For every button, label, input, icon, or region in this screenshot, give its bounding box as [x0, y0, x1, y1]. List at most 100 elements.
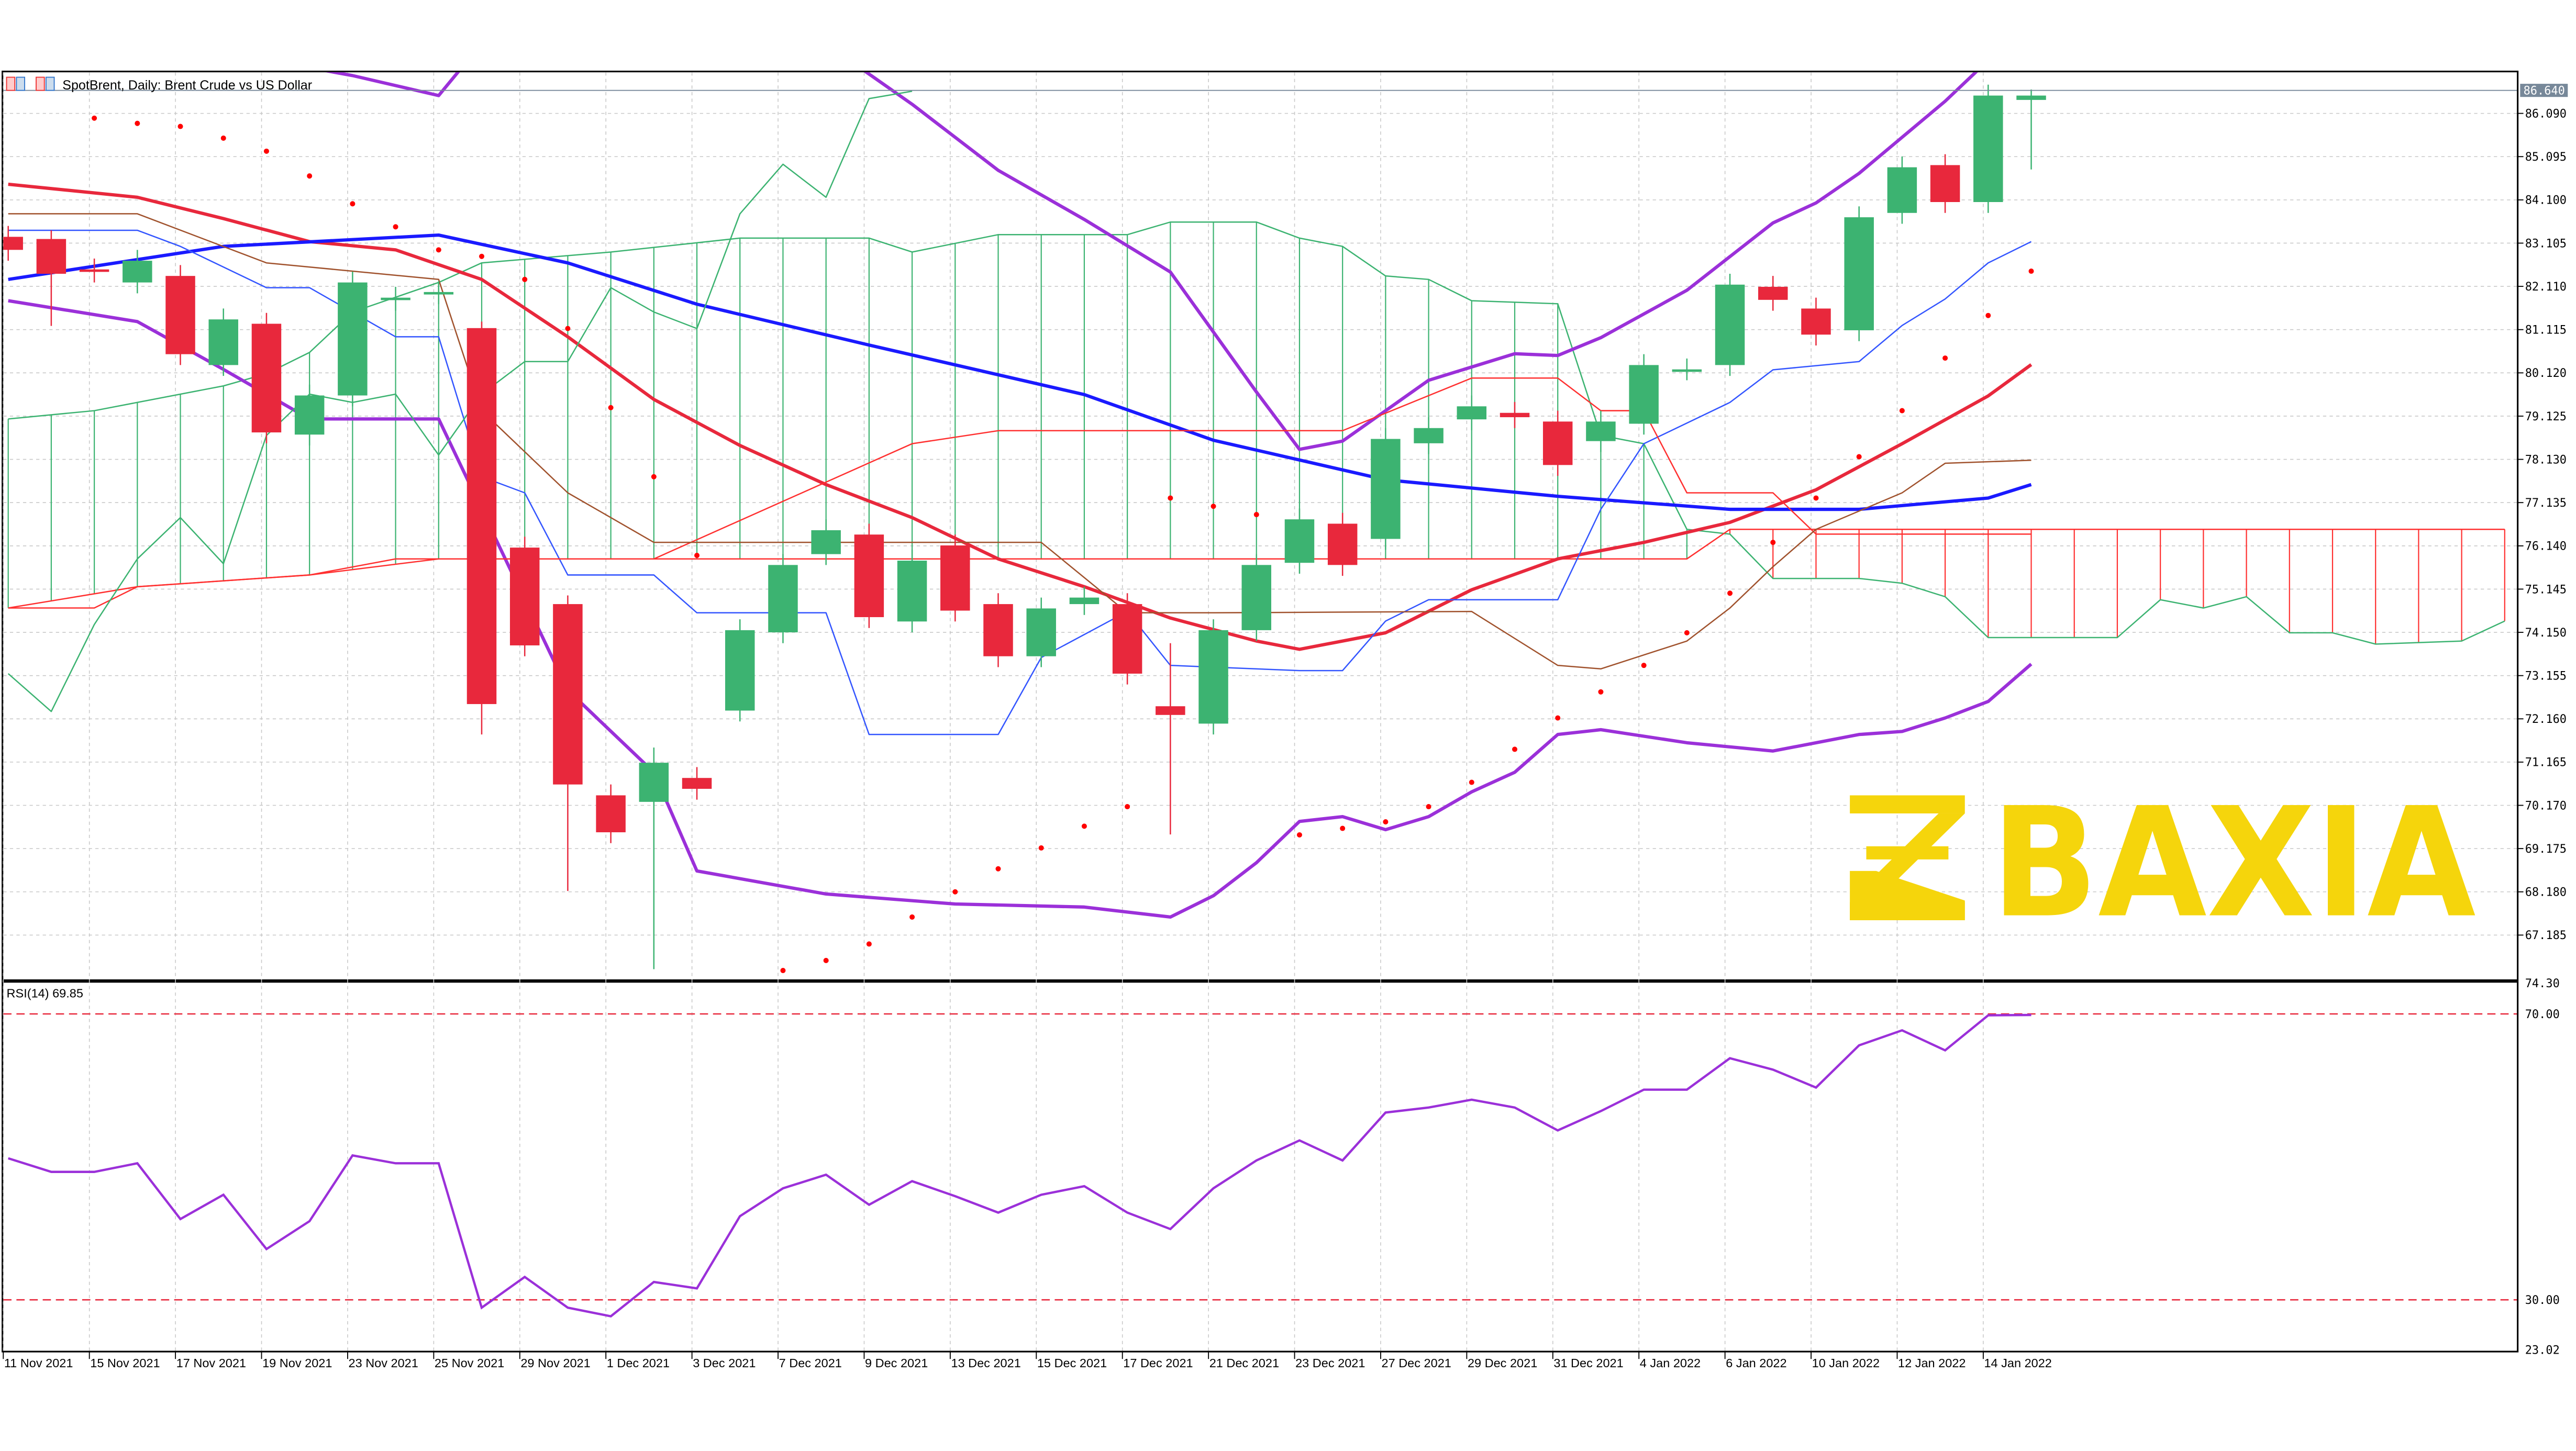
rsi-panel[interactable] — [2, 981, 2519, 1353]
bullish-candle — [1284, 519, 1315, 563]
date-label: 4 Jan 2022 — [1640, 1356, 1701, 1370]
date-label: 1 Dec 2021 — [607, 1356, 670, 1370]
date-label: 14 Jan 2022 — [1984, 1356, 2051, 1370]
senkou-span-a — [8, 221, 2505, 645]
sar-dot — [1856, 454, 1862, 460]
bullish-candle — [1414, 428, 1444, 443]
sar-dot — [1555, 715, 1561, 721]
bullish-candle — [639, 763, 669, 802]
bearish-candle — [1758, 286, 1788, 300]
parabolic-sar — [92, 115, 2034, 974]
price-tick-label: 70.170 — [2525, 799, 2567, 812]
date-label: 19 Nov 2021 — [262, 1356, 332, 1370]
bearish-candle — [682, 778, 712, 789]
rsi-label: RSI(14) 69.85 — [7, 987, 83, 1000]
sar-dot — [823, 957, 829, 963]
watermark-text: BAXIA — [1991, 776, 2477, 952]
date-label: 15 Nov 2021 — [90, 1356, 160, 1370]
sar-dot — [1253, 511, 1259, 518]
sar-dot — [393, 224, 398, 230]
date-label: 17 Nov 2021 — [176, 1356, 246, 1370]
bullish-candle — [1586, 421, 1616, 441]
sar-dot — [694, 553, 700, 559]
tenkan-line — [8, 229, 2032, 735]
price-tick-label: 77.135 — [2525, 497, 2567, 510]
bullish-candle — [897, 561, 927, 622]
sar-dot — [995, 866, 1001, 872]
current-price-badge — [2520, 84, 2568, 97]
kijun-line — [8, 377, 2031, 609]
sar-dot — [1469, 779, 1474, 785]
date-label: 27 Dec 2021 — [1382, 1356, 1451, 1370]
bullish-candle — [1672, 369, 1702, 372]
band-upper-line — [325, 72, 1978, 451]
bullish-candle — [1973, 95, 2003, 203]
sar-dot — [952, 889, 958, 895]
bullish-candle — [1629, 365, 1659, 424]
sar-dot — [92, 115, 97, 121]
sar-dot — [1296, 832, 1302, 838]
date-label: 23 Nov 2021 — [349, 1356, 418, 1370]
bullish-candle — [294, 395, 325, 435]
bullish-candle — [811, 530, 841, 554]
bullish-candle — [424, 292, 454, 295]
bearish-candle — [165, 276, 195, 354]
sar-dot — [1899, 408, 1905, 414]
sar-dot — [608, 405, 614, 410]
price-tick-label: 80.120 — [2525, 367, 2567, 380]
bearish-candle — [36, 239, 66, 274]
price-tick-label: 85.095 — [2525, 151, 2567, 164]
sar-dot — [522, 276, 528, 282]
bearish-candle — [553, 604, 583, 785]
bearish-candle — [251, 323, 282, 433]
sar-dot — [1512, 746, 1518, 752]
bullish-candle — [381, 297, 410, 300]
sar-dot — [1641, 663, 1647, 668]
price-tick-label: 68.180 — [2525, 886, 2567, 899]
sar-dot — [263, 148, 269, 154]
price-tick-label: 86.090 — [2525, 107, 2567, 120]
bearish-candle — [854, 534, 884, 617]
date-label: 31 Dec 2021 — [1553, 1356, 1623, 1370]
price-tick-label: 78.130 — [2525, 453, 2567, 466]
price-tick-label: 82.110 — [2525, 281, 2567, 294]
sar-dot — [1211, 504, 1216, 509]
date-label: 13 Dec 2021 — [951, 1356, 1020, 1370]
sar-dot — [1340, 825, 1346, 831]
sar-dot — [1942, 355, 1948, 361]
sar-dot — [1081, 823, 1087, 829]
sar-dot — [436, 247, 441, 253]
bearish-candle — [1801, 308, 1831, 335]
bullish-candle — [725, 630, 755, 711]
sar-dot — [135, 120, 140, 126]
bearish-candle — [983, 604, 1013, 656]
bearish-candle — [596, 795, 626, 833]
sar-dot — [1684, 630, 1690, 635]
price-tick-label: 74.150 — [2525, 627, 2567, 640]
price-tick-label: 81.115 — [2525, 324, 2567, 337]
date-label: 21 Dec 2021 — [1209, 1356, 1279, 1370]
price-tick-label: 73.155 — [2525, 670, 2567, 683]
sar-dot — [2028, 269, 2034, 274]
sar-dot — [1813, 495, 1819, 501]
date-label: 10 Jan 2022 — [1812, 1356, 1880, 1370]
date-label: 17 Dec 2021 — [1123, 1356, 1193, 1370]
chart-title-text: SpotBrent, Daily: Brent Crude vs US Doll… — [62, 78, 312, 93]
price-tick-label: 67.185 — [2525, 929, 2567, 942]
date-label: 6 Jan 2022 — [1726, 1356, 1786, 1370]
bullish-candle — [768, 565, 798, 633]
bearish-candle — [1327, 523, 1358, 565]
bullish-candle — [338, 282, 368, 396]
bearish-candle — [79, 269, 109, 272]
rsi-plot — [3, 1013, 2517, 1318]
rsi-line — [8, 1013, 2031, 1318]
sar-dot — [479, 253, 485, 259]
date-label: 25 Nov 2021 — [435, 1356, 504, 1370]
date-label: 3 Dec 2021 — [693, 1356, 756, 1370]
bullish-candle — [2016, 95, 2046, 100]
sar-dot — [177, 124, 183, 129]
bearish-candle — [940, 545, 970, 611]
date-label: 12 Jan 2022 — [1898, 1356, 1966, 1370]
date-label: 9 Dec 2021 — [865, 1356, 928, 1370]
